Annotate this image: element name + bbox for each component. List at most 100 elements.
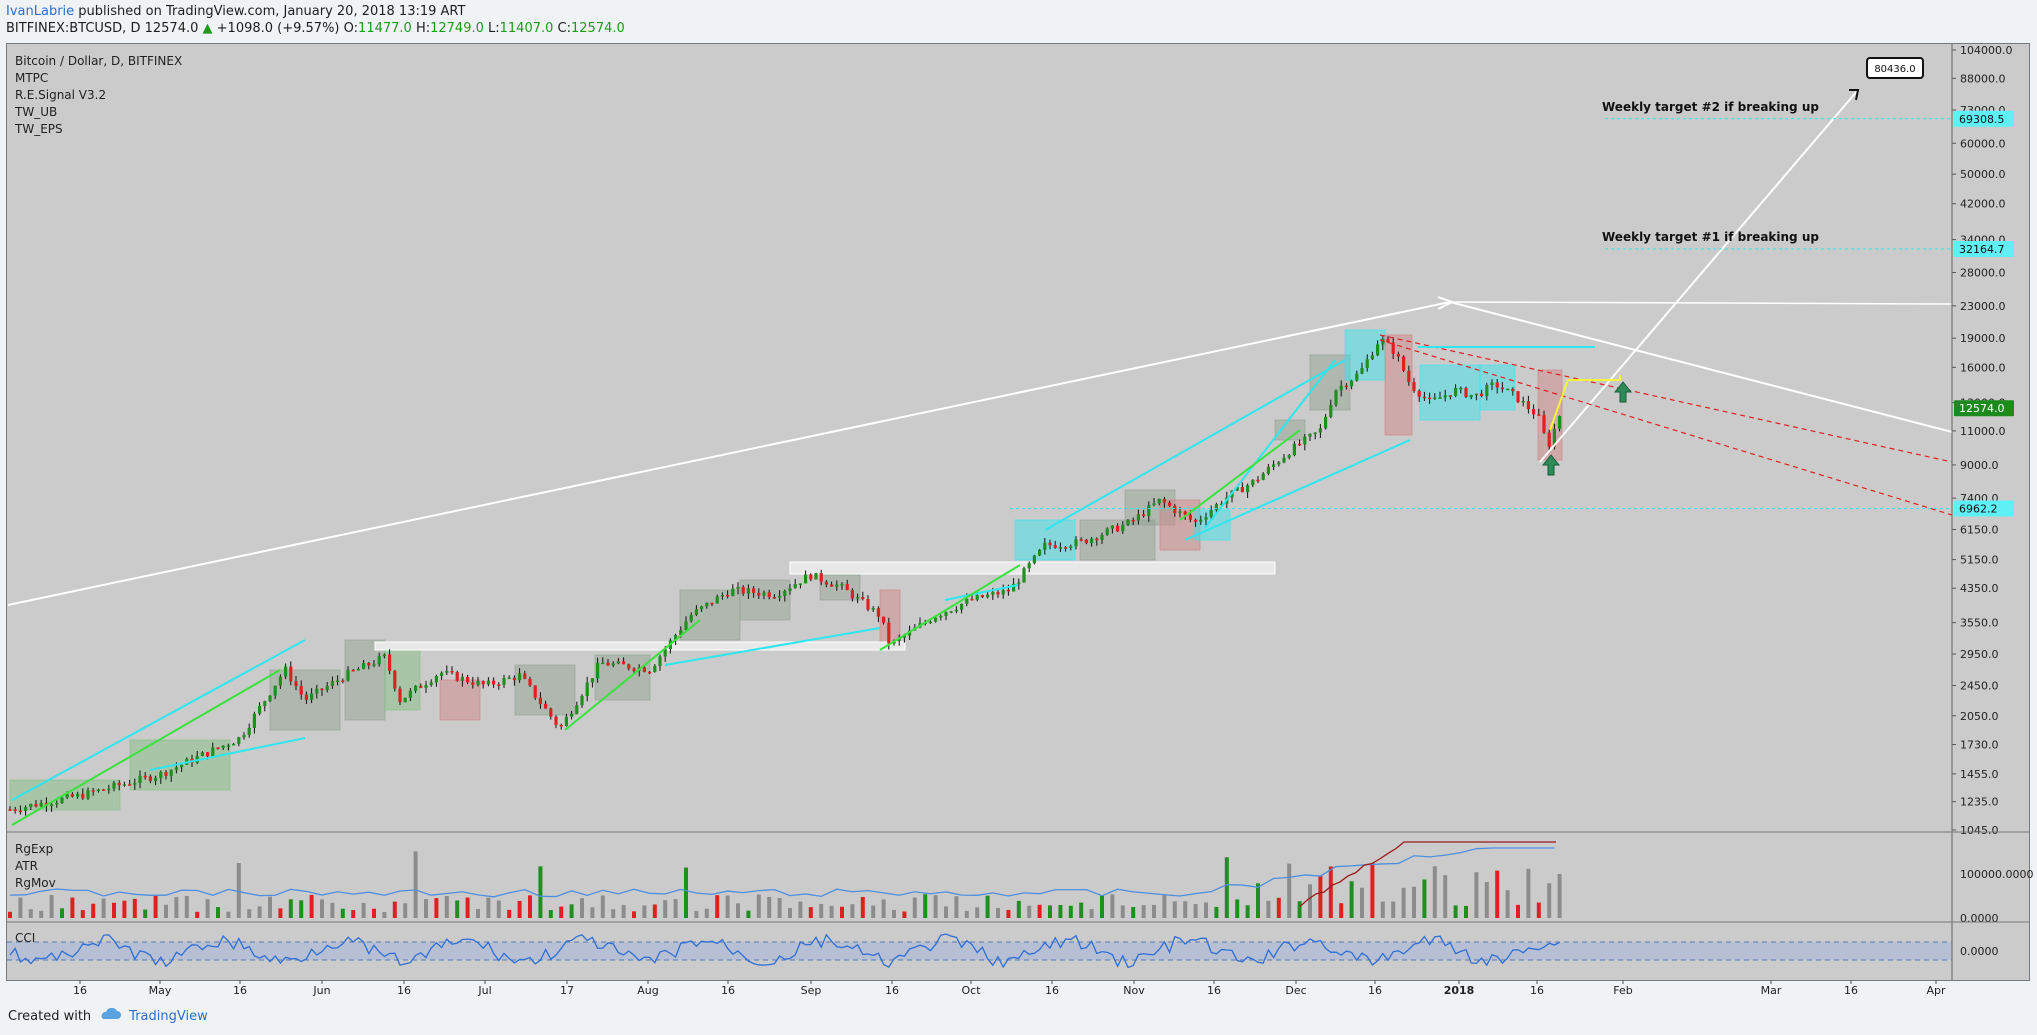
candle-body xyxy=(1443,395,1447,398)
candle-body xyxy=(304,694,308,700)
candle-body xyxy=(1043,542,1047,550)
volume-bar xyxy=(621,905,626,918)
candle-body xyxy=(1516,391,1520,403)
candle-body xyxy=(466,676,470,683)
volume-bar xyxy=(486,897,491,918)
candle-body xyxy=(1261,473,1265,480)
y-tick-label: 2450.0 xyxy=(1960,680,1999,693)
candle-body xyxy=(1526,401,1530,410)
candle-body xyxy=(143,775,147,778)
volume-bar xyxy=(569,904,574,918)
tradingview-link[interactable]: TradingView xyxy=(129,1008,208,1024)
pane2-legend: RgExp ATR RgMov xyxy=(15,841,56,892)
volume-bar xyxy=(673,899,678,918)
volume-bar xyxy=(361,903,366,918)
candle-body xyxy=(830,584,834,587)
volume-bar xyxy=(985,895,990,918)
volume-bar xyxy=(756,894,761,918)
y-tick-label: 88000.0 xyxy=(1960,72,2006,85)
volume-bar xyxy=(694,910,699,918)
volume-bar xyxy=(143,909,148,918)
x-tick-label: Sep xyxy=(801,984,822,997)
volume-bar xyxy=(1422,879,1427,918)
x-tick-label: 2018 xyxy=(1444,984,1475,997)
y-tick-label: 3550.0 xyxy=(1960,617,1999,630)
y-tick-label: 1455.0 xyxy=(1960,768,1999,781)
y-tick-label: 1235.0 xyxy=(1960,796,1999,809)
candle-body xyxy=(278,676,282,686)
legend-resignal: R.E.Signal V3.2 xyxy=(15,88,107,102)
candle-body xyxy=(1116,525,1120,532)
candle-body xyxy=(1334,390,1338,405)
candle-body xyxy=(1121,524,1125,532)
volume-bar xyxy=(1068,905,1073,918)
candle-body xyxy=(1183,511,1187,515)
volume-bar xyxy=(1339,903,1344,918)
candle-body xyxy=(1001,589,1005,595)
volume-bar xyxy=(39,910,44,918)
candle-body xyxy=(128,784,132,786)
candle-body xyxy=(954,609,958,612)
candle-body xyxy=(247,727,251,736)
candle-body xyxy=(1511,388,1515,392)
ohlc-line: BITFINEX:BTCUSD, D 12574.0 ▲ +1098.0 (+9… xyxy=(6,21,625,36)
volume-bar xyxy=(871,905,876,918)
candle-body xyxy=(237,737,241,744)
candle-body xyxy=(1110,525,1114,529)
price-badge xyxy=(1954,110,2014,127)
candle-body xyxy=(148,776,152,782)
volume-bar xyxy=(975,907,980,918)
candle-body xyxy=(944,612,948,616)
x-tick-label: Feb xyxy=(1613,984,1632,997)
candle-body xyxy=(403,697,407,703)
candle-body xyxy=(1038,549,1042,556)
volume-bar xyxy=(1391,901,1396,918)
low-value: 11407.0 xyxy=(499,21,554,36)
volume-bar xyxy=(174,897,179,918)
candle-body xyxy=(1266,466,1270,474)
chart-area[interactable] xyxy=(6,43,2030,981)
candle-body xyxy=(798,583,802,585)
candle-body xyxy=(975,595,979,600)
legend-tweps: TW_EPS xyxy=(15,122,63,136)
support-zone xyxy=(374,641,906,651)
rgmov-line xyxy=(1299,841,1556,907)
volume-bar xyxy=(559,906,564,918)
candle-body xyxy=(102,789,106,791)
candle-body xyxy=(949,611,953,613)
volume-bar xyxy=(288,899,293,918)
x-tick-label: 16 xyxy=(1530,984,1544,997)
candle-body xyxy=(1058,547,1062,549)
candle-body xyxy=(1402,356,1406,371)
candle-body xyxy=(226,745,230,747)
y-tick-label: 1730.0 xyxy=(1960,739,1999,752)
volume-bar xyxy=(1120,905,1125,918)
volume-bar xyxy=(1048,905,1052,918)
volume-bar xyxy=(1131,907,1136,918)
volume-bar xyxy=(70,897,75,918)
volume-bar xyxy=(840,906,844,918)
volume-bar xyxy=(413,851,418,918)
candle-body xyxy=(518,673,522,681)
candle-body xyxy=(18,810,22,813)
projection-yellow xyxy=(1549,375,1621,431)
last-price: 12574.0 xyxy=(144,21,199,36)
volume-bar xyxy=(1557,873,1562,918)
candle-body xyxy=(648,671,652,674)
candle-body xyxy=(492,680,496,685)
volume-bar xyxy=(496,900,501,918)
candle-body xyxy=(871,608,875,610)
candle-body xyxy=(263,701,267,707)
legend-rgexp: RgExp xyxy=(15,842,54,856)
candle-body xyxy=(96,789,100,792)
author-link[interactable]: IvanLabrie xyxy=(6,4,75,19)
candle-body xyxy=(596,662,600,679)
candle-body xyxy=(804,574,808,584)
candle-body xyxy=(835,584,839,587)
candle-body xyxy=(164,772,168,776)
volume-bar xyxy=(860,896,865,918)
candle-body xyxy=(434,676,438,683)
candle-body xyxy=(902,635,906,638)
candle-body xyxy=(1272,464,1276,467)
